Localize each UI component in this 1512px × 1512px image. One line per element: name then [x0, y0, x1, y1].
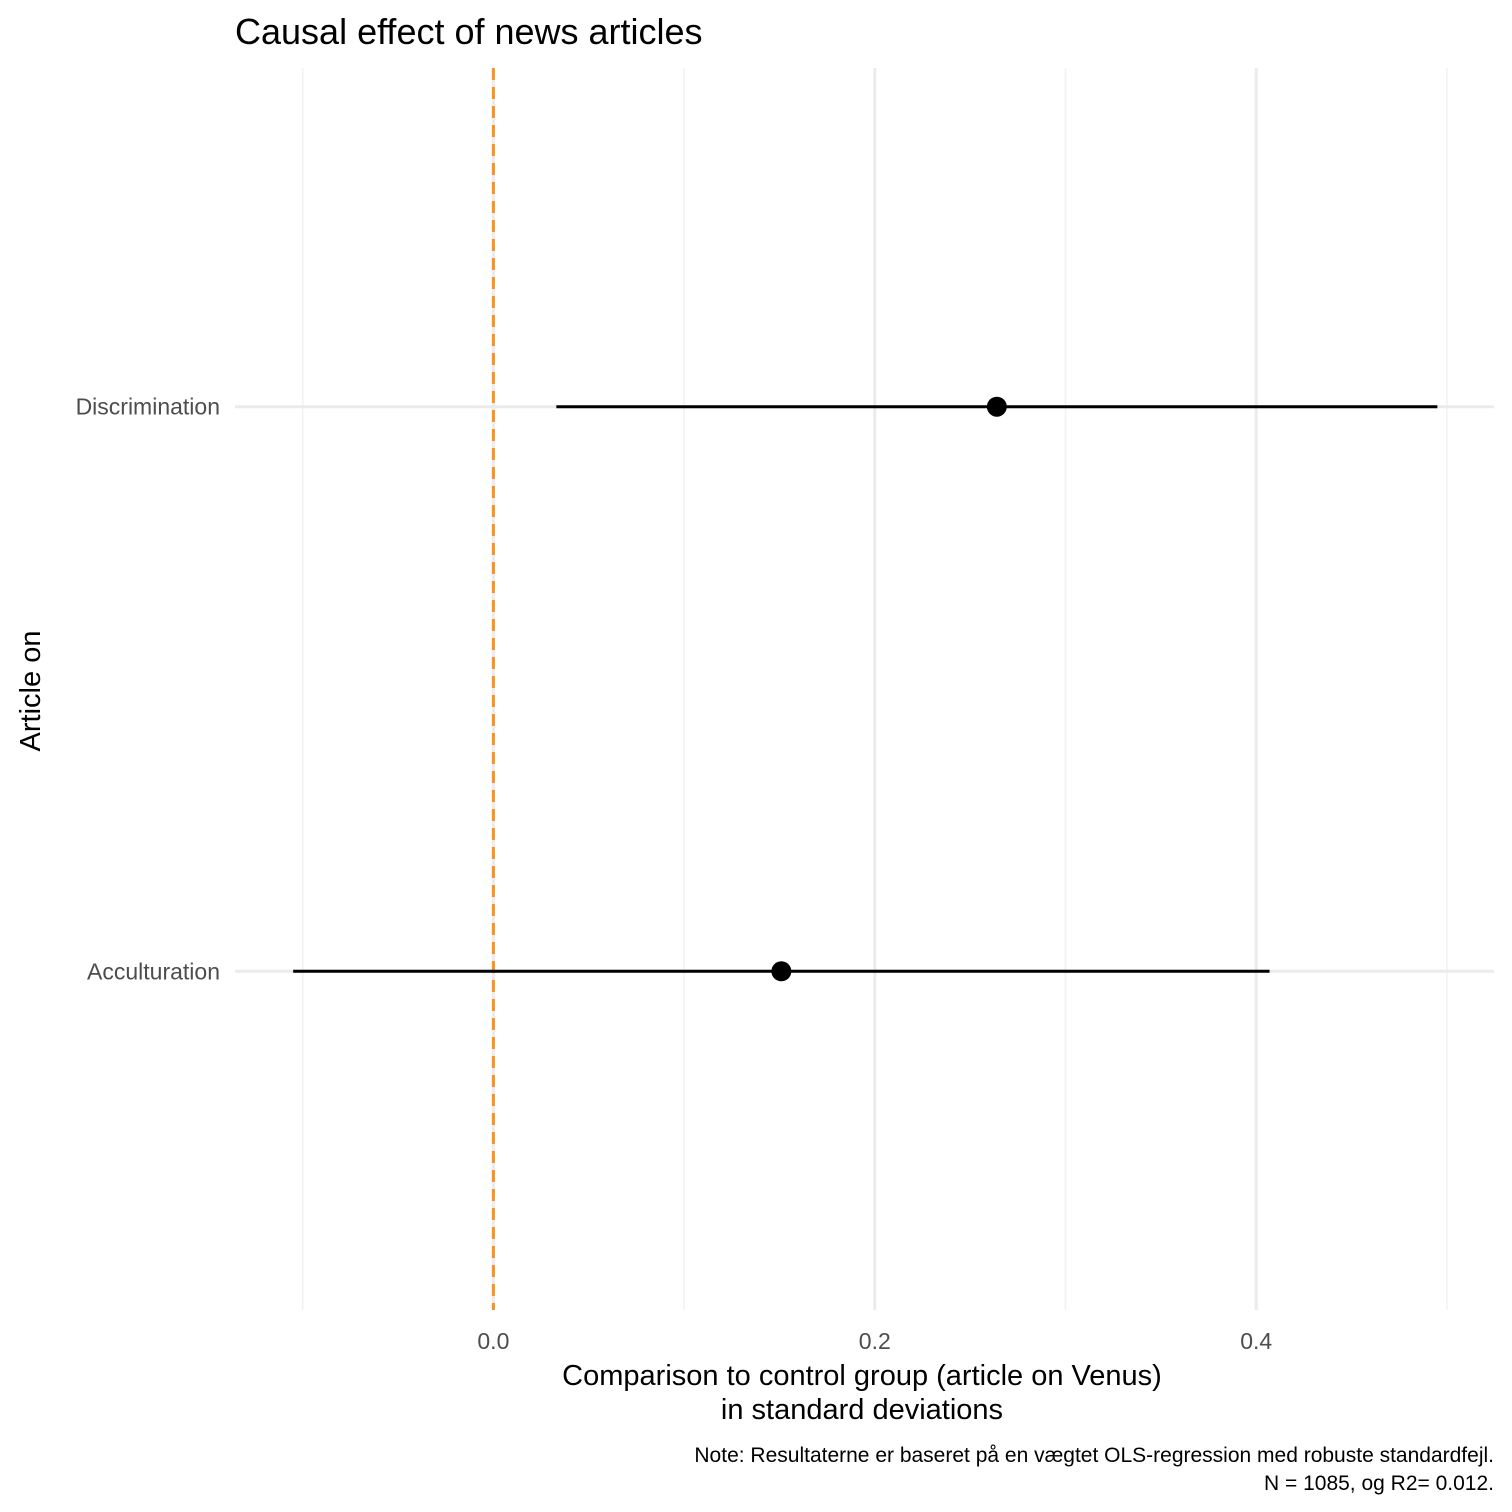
x-tick-label: 0.2	[859, 1328, 891, 1354]
x-tick-label: 0.4	[1240, 1328, 1272, 1354]
caption-line2: N = 1085, og R2= 0.012.	[1264, 1472, 1494, 1495]
point-discrimination	[986, 396, 1007, 417]
caption-line1: Note: Resultaterne er baseret på en vægt…	[694, 1444, 1494, 1467]
chart-title: Causal effect of news articles	[235, 11, 703, 52]
grid-layer	[235, 68, 1494, 1310]
x-axis-title-line1: Comparison to control group (article on …	[562, 1360, 1162, 1392]
x-tick-label: 0.0	[477, 1328, 509, 1354]
y-axis-title: Article on	[15, 631, 47, 752]
x-axis-title-line2: in standard deviations	[721, 1394, 1003, 1426]
marks-layer	[293, 396, 1438, 982]
point-acculturation	[771, 961, 792, 982]
tick-labels: 0.0 0.2 0.4 Acculturation Discrimination	[76, 394, 1273, 1354]
y-tick-label-acculturation: Acculturation	[87, 958, 220, 984]
y-tick-label-discrimination: Discrimination	[76, 394, 220, 420]
